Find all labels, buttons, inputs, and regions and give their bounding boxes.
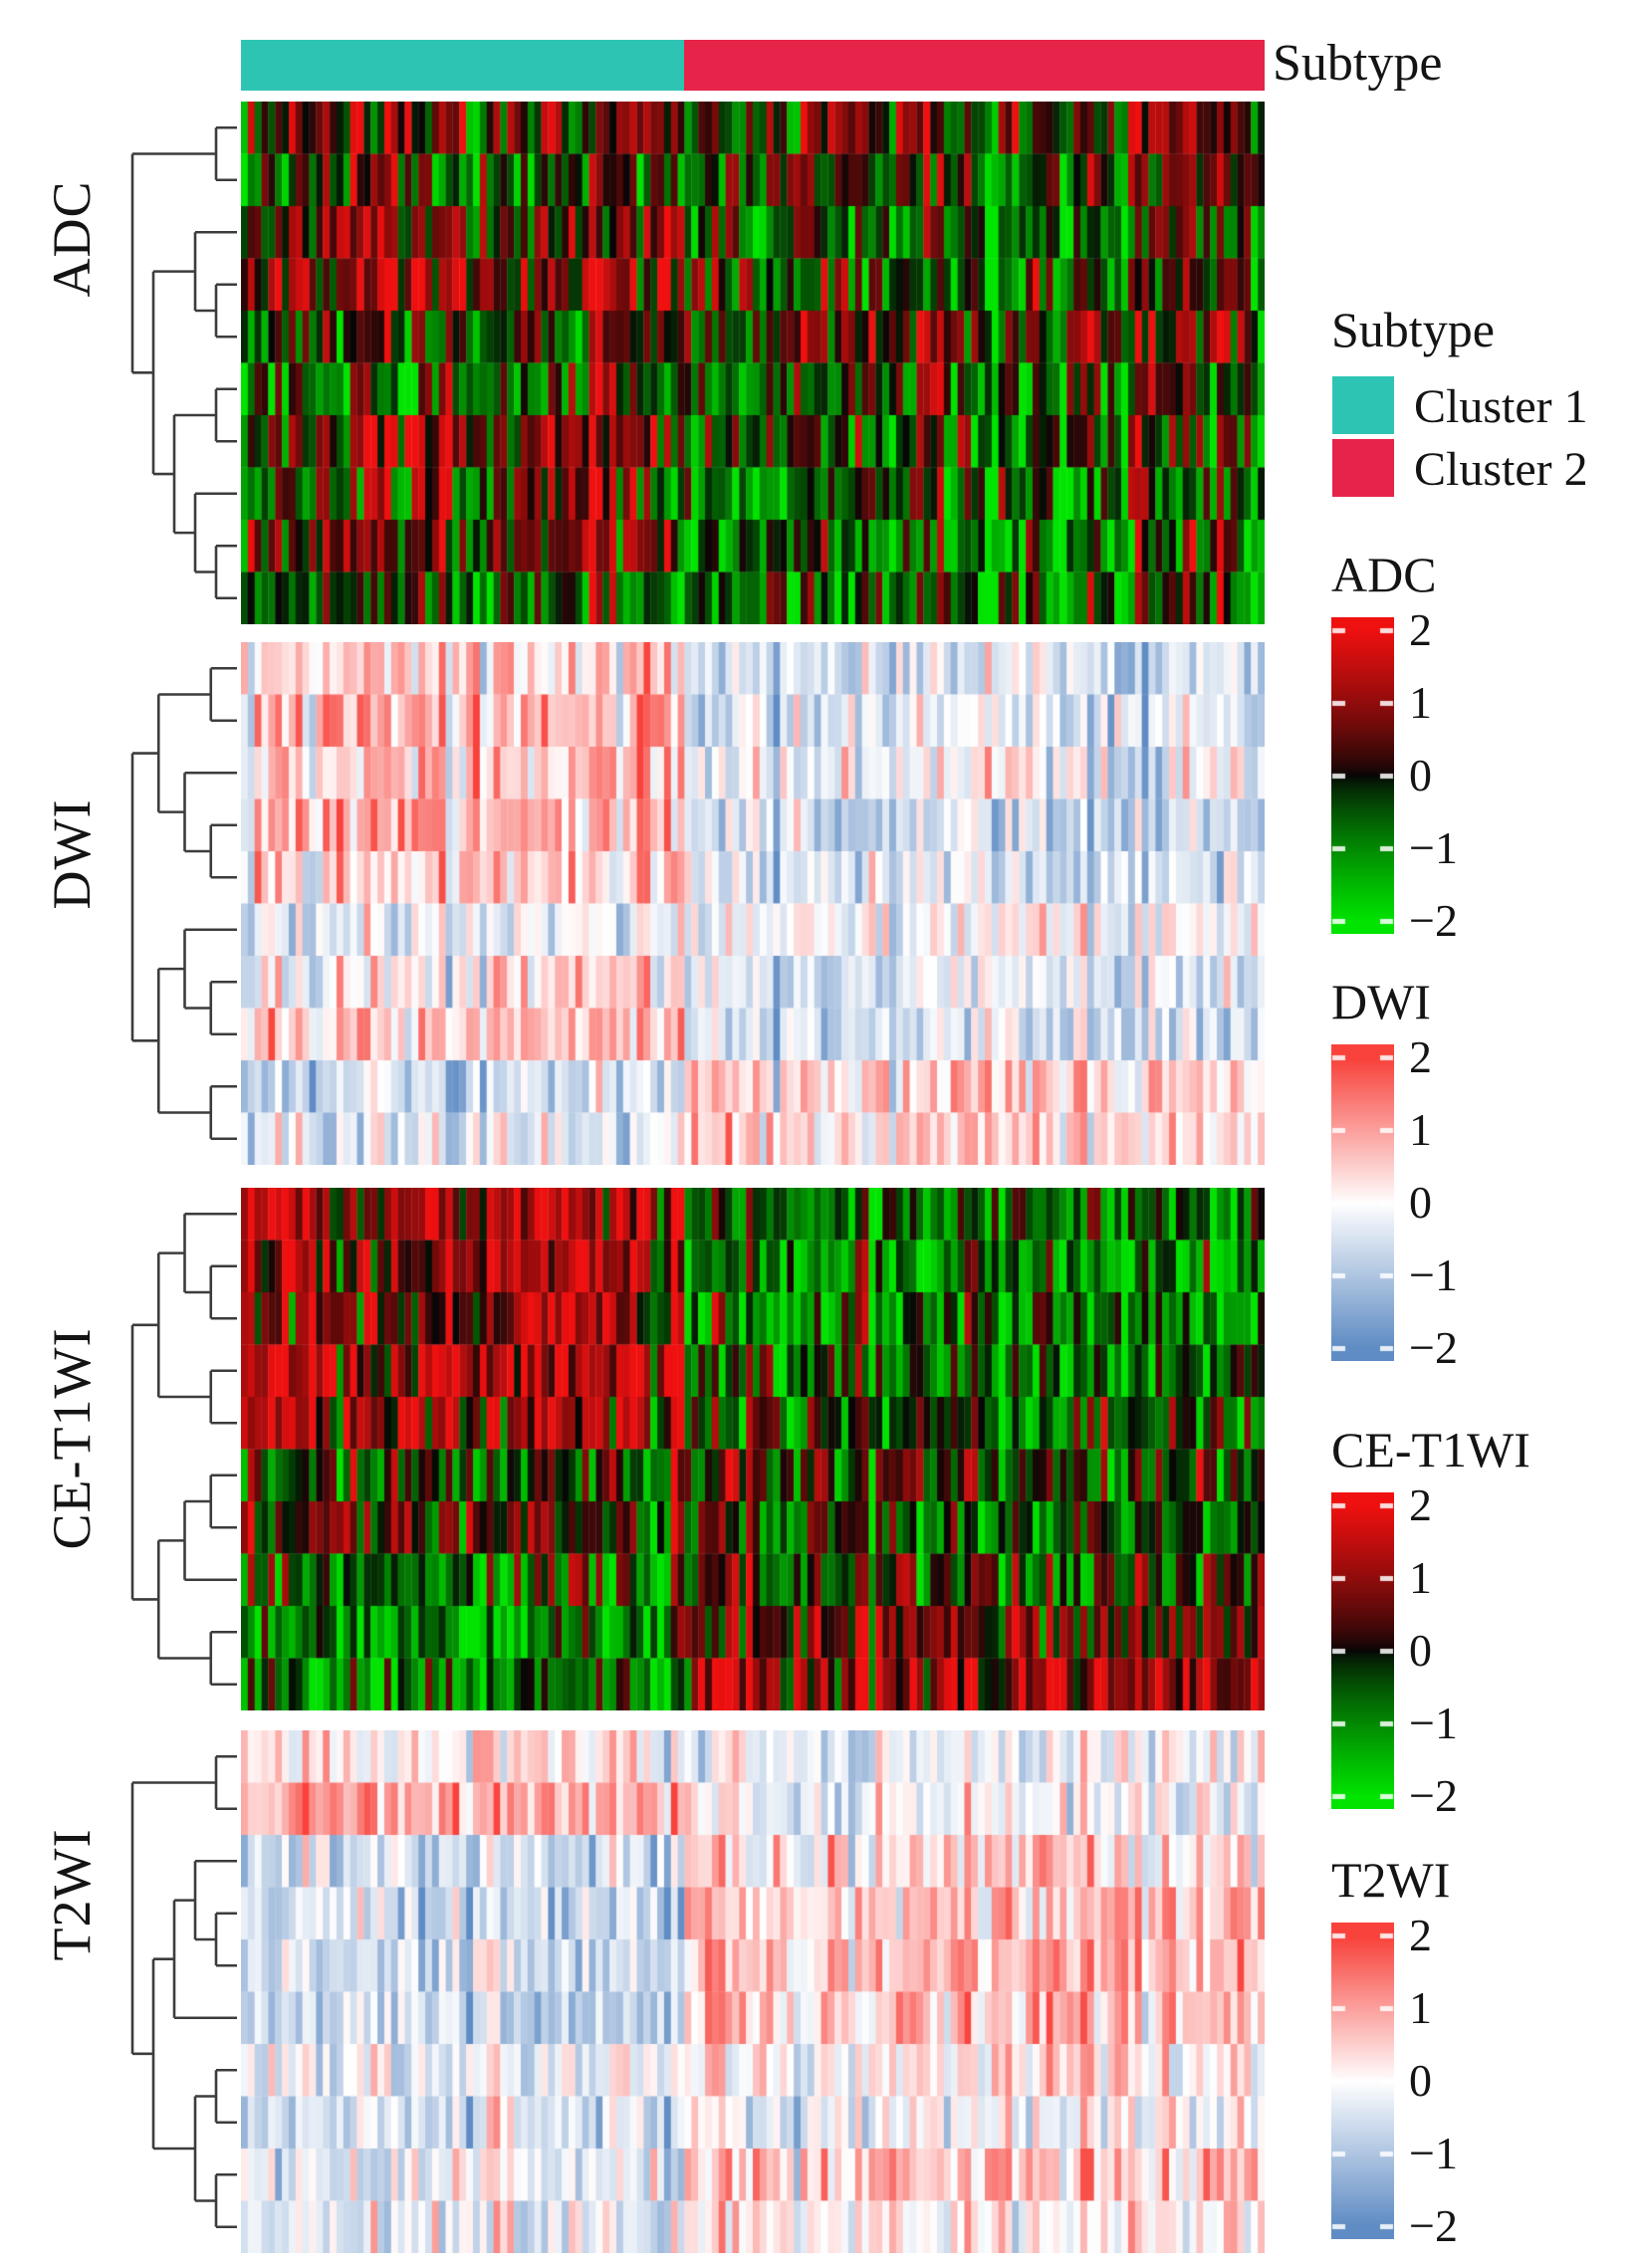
row-label-ce-t1wi: CE-T1WI xyxy=(42,1327,102,1550)
legend-scale-adc: ADC 2 1 0 −1 −2 xyxy=(1331,547,1630,945)
legend-tick-label-ce-t1wi-0: 0 xyxy=(1409,1625,1432,1676)
legend-tick-label-ce-t1wi-2: 2 xyxy=(1409,1479,1432,1530)
subtype-annotation-bar xyxy=(241,40,1265,91)
legend-tick-label-dwi-0: 0 xyxy=(1409,1177,1432,1228)
legend-tick-label-dwi-1: 1 xyxy=(1409,1104,1432,1155)
row-label-t2wi: T2WI xyxy=(42,1828,102,1961)
colorbar-ce-t1wi xyxy=(1331,1492,1394,1809)
dendrogram-ce-t1wi xyxy=(130,1212,237,1687)
dendrogram-lines xyxy=(130,125,237,600)
colorbar-dwi xyxy=(1331,1044,1394,1361)
legend-tick-label-adc-1: 1 xyxy=(1409,677,1432,728)
legend-scale-t2wi: T2WI 2 1 0 −1 −2 xyxy=(1331,1852,1630,2250)
legend-subtype-title: Subtype xyxy=(1331,302,1495,357)
legend-scale-title-adc: ADC xyxy=(1331,547,1437,602)
legend-tick-label-t2wi--1: −1 xyxy=(1409,2128,1458,2178)
subtype-bar-cluster1 xyxy=(241,40,685,91)
legend-tick-label-adc-0: 0 xyxy=(1409,750,1432,800)
legend-tick-label-ce-t1wi--1: −1 xyxy=(1409,1698,1458,1748)
legend-label-cluster2: Cluster 2 xyxy=(1414,443,1588,496)
legend-scale-ce-t1wi: CE-T1WI 2 1 0 −1 −2 xyxy=(1331,1422,1630,1820)
legend-scale-title-ce-t1wi: CE-T1WI xyxy=(1331,1422,1530,1477)
legend-tick-label-t2wi--2: −2 xyxy=(1409,2200,1458,2251)
heatmap-ce-t1wi xyxy=(241,1188,1265,1710)
dendrogram-adc xyxy=(130,125,237,600)
row-label-adc: ADC xyxy=(42,180,102,298)
legend-tick-label-dwi--2: −2 xyxy=(1409,1322,1458,1373)
subtype-bar-label: Subtype xyxy=(1273,35,1443,92)
legend-tick-label-t2wi-1: 1 xyxy=(1409,1982,1432,2033)
dendrogram-lines xyxy=(130,1212,237,1687)
legend-tick-label-dwi--1: −1 xyxy=(1409,1249,1458,1300)
legend-tick-label-adc--2: −2 xyxy=(1409,895,1458,946)
legend-tick-label-adc-2: 2 xyxy=(1409,604,1432,655)
dendrogram-lines xyxy=(130,1754,237,2229)
legend-scale-title-dwi: DWI xyxy=(1331,974,1431,1029)
legend-scale-dwi: DWI 2 1 0 −1 −2 xyxy=(1331,974,1630,1372)
dendrogram-lines xyxy=(130,666,237,1141)
dendrogram-dwi xyxy=(130,666,237,1141)
heatmap-dwi xyxy=(241,642,1265,1165)
dendrogram-t2wi xyxy=(130,1754,237,2229)
legend-tick-label-ce-t1wi--2: −2 xyxy=(1409,1770,1458,1821)
legend-tick-label-adc--1: −1 xyxy=(1409,822,1458,873)
legend-swatch-cluster2 xyxy=(1332,439,1394,497)
legend-tick-label-dwi-2: 2 xyxy=(1409,1031,1432,1082)
legend-tick-label-t2wi-0: 0 xyxy=(1409,2055,1432,2106)
legend-swatch-cluster1 xyxy=(1332,376,1394,434)
legend-tick-label-ce-t1wi-1: 1 xyxy=(1409,1552,1432,1603)
heatmap-adc xyxy=(241,102,1265,624)
colorbar-adc xyxy=(1331,617,1394,934)
subtype-bar-cluster2 xyxy=(684,40,1265,91)
colorbar-t2wi xyxy=(1331,1923,1394,2239)
legend-scale-title-t2wi: T2WI xyxy=(1331,1852,1451,1908)
row-label-dwi: DWI xyxy=(42,798,102,910)
legend-tick-label-t2wi-2: 2 xyxy=(1409,1910,1432,1960)
legend-label-cluster1: Cluster 1 xyxy=(1414,380,1588,433)
heatmap-t2wi xyxy=(241,1730,1265,2253)
